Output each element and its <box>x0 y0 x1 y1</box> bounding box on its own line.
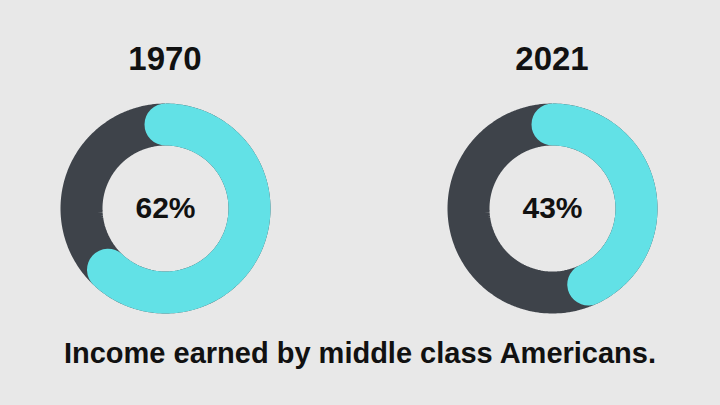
html-text:Income earned by middle class: Income earned by middle class Americans. <box>64 337 656 369</box>
html-text:1970: 1970 <box>128 40 202 77</box>
svg-text:43%: 43% <box>522 191 582 224</box>
html-text:2021: 2021 <box>515 40 589 77</box>
svg-text:62%: 62% <box>135 191 195 224</box>
